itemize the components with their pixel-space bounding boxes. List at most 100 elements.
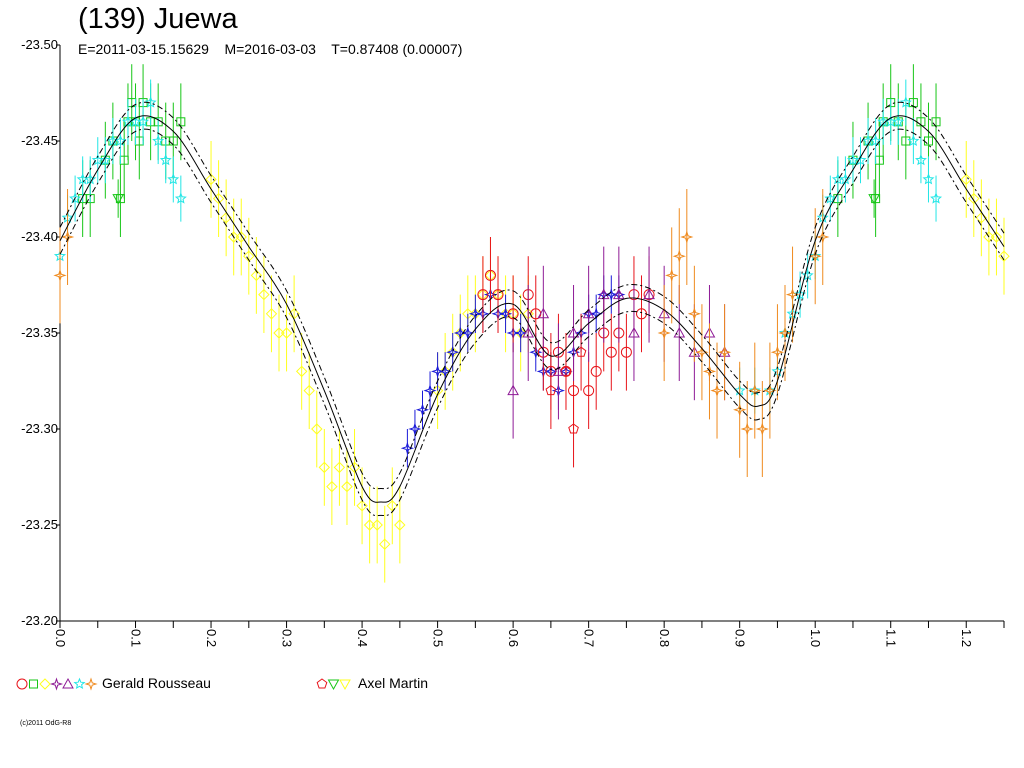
data-point [371,519,383,531]
data-point [575,346,587,357]
data-point [333,461,346,474]
data-point [968,192,980,205]
data-point [702,364,717,379]
data-point [265,308,278,320]
model-band-lower [59,101,1005,490]
x-tick-label: 0.8 [657,629,672,647]
data-point [568,423,579,434]
x-tick-label: 0.4 [355,629,370,647]
data-point [560,365,572,376]
data-point [400,441,415,455]
data-point [824,192,837,204]
legend-symbol [16,678,28,690]
data-point [69,192,82,204]
data-point [477,289,489,301]
data-point [657,326,671,340]
data-point [922,173,935,185]
data-point [167,173,180,185]
data-point [930,192,943,204]
x-tick-label: 0.6 [506,629,521,647]
y-tick-label: -23.25 [21,517,58,532]
data-point [318,461,331,474]
data-point [258,288,270,301]
data-point [673,326,686,338]
data-point [250,269,263,282]
legend-symbol [84,677,98,691]
data-point [620,346,632,358]
data-point [854,153,867,166]
data-point [590,365,602,377]
data-point [612,288,625,300]
data-point [461,326,475,340]
data-point [430,364,445,379]
legend-label-rousseau: Gerald Rousseau [102,675,211,691]
data-point [326,480,338,493]
y-tick-label: -23.30 [21,421,58,436]
data-point [348,461,361,474]
model-band-upper [59,128,1005,517]
data-point [408,422,422,436]
legend-symbols-1 [316,678,351,691]
data-point [567,326,580,338]
model-curve [59,115,1005,503]
data-point [484,269,496,281]
data-point [386,500,399,512]
data-point [114,134,127,147]
data-point [212,192,225,205]
data-point [394,519,406,531]
x-tick-label: 1.0 [808,629,823,647]
x-tick-label: 0.0 [53,629,68,647]
data-point [763,383,777,398]
data-point [152,134,165,147]
data-point [99,153,112,166]
data-point [205,173,217,186]
data-point [227,231,240,243]
data-point [868,194,880,205]
data-point [808,249,822,263]
data-point [687,307,702,321]
data-point [363,519,376,531]
legend-symbols-0 [16,677,98,691]
data-point [869,134,882,147]
x-tick-label: 0.1 [129,629,144,647]
data-point [643,288,655,300]
data-point [431,384,444,397]
data-point [84,173,97,185]
data-point [816,230,830,244]
data-point [785,287,800,302]
legend-symbol [327,679,340,691]
data-point [748,383,762,398]
data-point [137,115,150,127]
data-point [356,500,368,512]
data-point [220,212,232,224]
data-point [311,423,323,435]
data-point [446,345,460,359]
legend-symbol [39,678,51,690]
y-tick-label: -23.45 [21,133,58,148]
x-tick-label: 0.7 [582,629,597,647]
x-tick-label: 0.5 [431,629,446,647]
data-point [378,538,391,550]
data-point [174,192,187,204]
legend-symbol [62,677,74,689]
data-point [552,365,565,376]
y-tick-label: -23.40 [21,229,58,244]
data-point [914,153,927,166]
data-point [60,230,75,244]
legend-symbol [29,679,38,689]
data-point [983,231,995,243]
data-point [892,115,905,127]
data-point [415,403,430,417]
x-tick-label: 0.2 [204,629,219,647]
chart-title: (139) Juewa [78,3,238,35]
copyright-notice: (c)2011 OdG-R8 [20,720,72,727]
data-point [672,249,686,263]
data-point [998,250,1010,262]
data-point [628,326,640,338]
data-point [341,480,353,493]
data-point [582,307,595,319]
data-point [537,307,550,319]
data-point [295,365,308,378]
data-point [280,327,293,339]
